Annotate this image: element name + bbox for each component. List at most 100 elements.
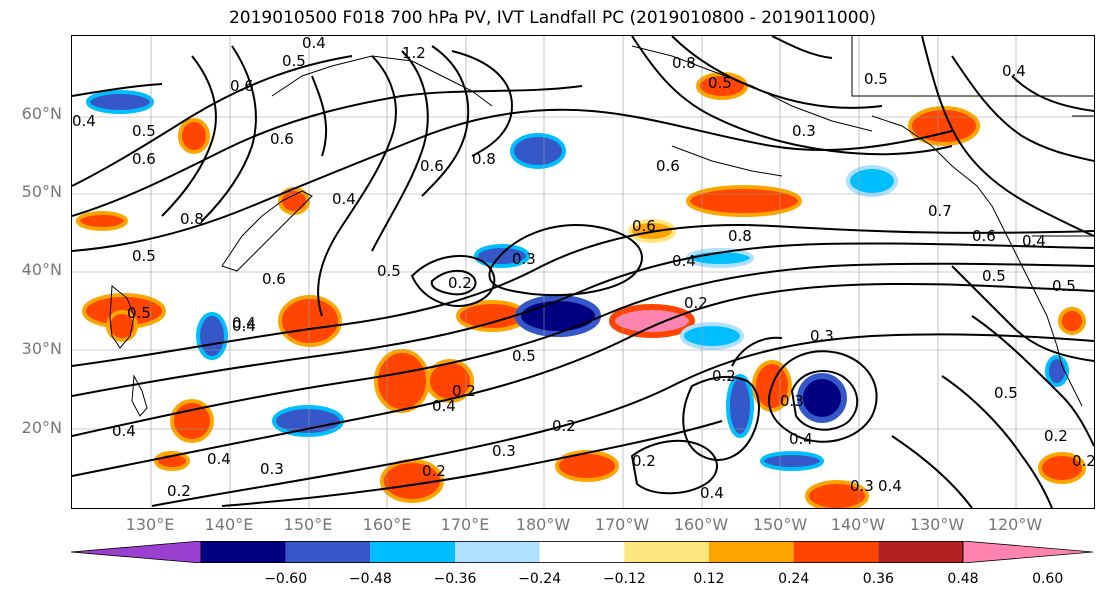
colorbar-cell xyxy=(878,541,963,563)
contour-label: 1.2 xyxy=(402,44,426,62)
contour-label: 0.4 xyxy=(672,252,696,270)
lon-label: 170°W xyxy=(594,515,650,534)
colorbar-tick-label: 0.48 xyxy=(947,571,979,587)
colorbar-extend-min xyxy=(71,541,202,563)
contour-label: 0.3 xyxy=(512,250,536,268)
pv-anomaly-fill xyxy=(76,72,1086,508)
figure-title: 2019010500 F018 700 hPa PV, IVT Landfall… xyxy=(228,8,876,28)
lon-label: 170°E xyxy=(440,515,490,534)
contour-label: 0.2 xyxy=(422,462,446,480)
contour-label: 0.5 xyxy=(132,247,156,265)
lon-label: 130°W xyxy=(909,515,965,534)
contour-label: 0.5 xyxy=(512,347,536,365)
colorbar-cell xyxy=(455,541,540,563)
colorbar-cell xyxy=(201,541,286,563)
lon-label: 140°E xyxy=(204,515,254,534)
contour-label: 0.4 xyxy=(878,477,902,495)
contour-label: 0.4 xyxy=(432,397,456,415)
contour-label: 0.5 xyxy=(282,52,306,70)
colorbar-tick-label: −0.48 xyxy=(348,571,392,587)
colorbar-cell xyxy=(709,541,794,563)
colorbar-tick-label: −0.12 xyxy=(602,571,646,587)
contour-label: 0.6 xyxy=(632,217,656,235)
contour-label: 0.2 xyxy=(448,274,472,292)
colorbar-tick-label: −0.36 xyxy=(433,571,477,587)
contour-label: 0.2 xyxy=(452,382,476,400)
colorbar-cells xyxy=(71,541,1093,563)
lon-label: 160°E xyxy=(362,515,412,534)
contour-label: 0.3 xyxy=(850,477,874,495)
contour-label: 0.5 xyxy=(864,70,888,88)
lat-label: 30°N xyxy=(21,339,62,358)
contour-label: 0.2 xyxy=(1072,452,1094,470)
lon-label: 130°E xyxy=(125,515,175,534)
lon-label: 120°W xyxy=(987,515,1043,534)
contour-label: 0.4 xyxy=(1002,62,1026,80)
contour-label: 0.2 xyxy=(552,417,576,435)
graticule xyxy=(72,36,1094,508)
contour-label: 0.8 xyxy=(180,210,204,228)
contour-label: 0.3 xyxy=(492,442,516,460)
pv-contours xyxy=(72,36,1094,508)
contour-label: 0.7 xyxy=(928,202,952,220)
contour-label: 0.5 xyxy=(982,267,1006,285)
colorbar-extend-max xyxy=(962,541,1093,563)
contour-label: 0.8 xyxy=(472,150,496,168)
contour-label: 0.3 xyxy=(260,460,284,478)
contour-label: 0.6 xyxy=(420,157,444,175)
lon-label: 150°W xyxy=(752,515,808,534)
contour-label: 0.2 xyxy=(167,482,191,500)
map-panel: 1.2 0.4 0.5 0.6 0.6 0.6 0.8 0.8 0.8 0.5 … xyxy=(71,35,1095,509)
lat-label: 60°N xyxy=(21,104,62,123)
map-canvas: 1.2 0.4 0.5 0.6 0.6 0.6 0.8 0.8 0.8 0.5 … xyxy=(72,36,1094,508)
colorbar xyxy=(71,541,1093,563)
colorbar-tick-label: 0.36 xyxy=(862,571,894,587)
contour-labels: 1.2 0.4 0.5 0.6 0.6 0.6 0.8 0.8 0.8 0.5 … xyxy=(72,36,1094,502)
lat-label: 50°N xyxy=(21,182,62,201)
contour-label: 0.4 xyxy=(232,314,256,332)
contour-label: 0.5 xyxy=(708,74,732,92)
contour-label: 0.4 xyxy=(72,112,96,130)
lon-label: 180°W xyxy=(515,515,571,534)
colorbar-cell xyxy=(285,541,371,563)
contour-label: 0.4 xyxy=(789,430,813,448)
contour-label: 0.4 xyxy=(232,317,256,335)
contour-label: 0.4 xyxy=(1022,232,1046,250)
contour-label: 0.6 xyxy=(270,130,294,148)
contour-label: 0.2 xyxy=(684,294,708,312)
contour-label: 0.3 xyxy=(792,122,816,140)
contour-label: 0.6 xyxy=(656,157,680,175)
contour-label: 0.8 xyxy=(672,54,696,72)
lat-label: 20°N xyxy=(21,418,62,437)
contour-label: 0.4 xyxy=(332,190,356,208)
colorbar-tick-label: 0.24 xyxy=(778,571,810,587)
colorbar-cell xyxy=(793,541,879,563)
contour-label: 0.2 xyxy=(712,367,736,385)
lon-label: 140°W xyxy=(830,515,886,534)
colorbar-tick-label: −0.24 xyxy=(518,571,562,587)
colorbar-tick-label: −0.60 xyxy=(264,571,308,587)
lon-label: 160°W xyxy=(673,515,729,534)
contour-label: 0.5 xyxy=(377,262,401,280)
contour-label: 0.6 xyxy=(972,227,996,245)
lat-label: 40°N xyxy=(21,260,62,279)
contour-label: 0.6 xyxy=(132,150,156,168)
contour-label: 0.2 xyxy=(1044,427,1068,445)
contour-label: 0.2 xyxy=(632,452,656,470)
contour-label: 0.5 xyxy=(127,304,151,322)
lon-label: 150°E xyxy=(283,515,333,534)
colorbar-cell xyxy=(370,541,455,563)
colorbar-tick-label: 0.60 xyxy=(1032,571,1064,587)
contour-label: 0.6 xyxy=(262,270,286,288)
contour-label: 0.3 xyxy=(810,327,834,345)
contour-label: 0.4 xyxy=(700,484,724,502)
colorbar-frame xyxy=(200,541,964,563)
colorbar-cell xyxy=(539,541,625,563)
contour-label: 0.3 xyxy=(780,392,804,410)
contour-label: 0.4 xyxy=(302,36,326,52)
colorbar-cell xyxy=(624,541,709,563)
coastlines xyxy=(109,36,1094,417)
contour-label: 0.6 xyxy=(230,77,254,95)
colorbar-tick-label: 0.12 xyxy=(693,571,725,587)
contour-label: 0.4 xyxy=(112,422,136,440)
